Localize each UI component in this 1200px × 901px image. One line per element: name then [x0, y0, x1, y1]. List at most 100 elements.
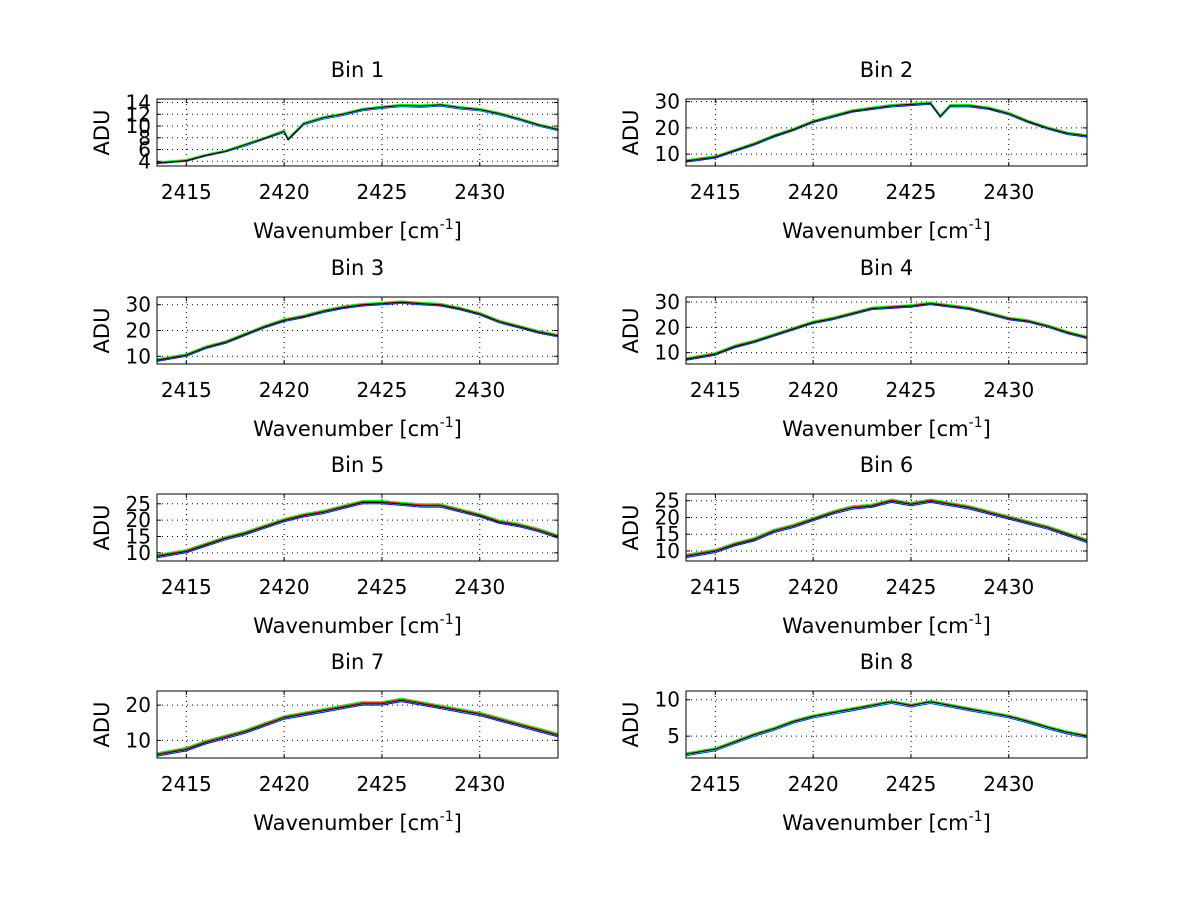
x-tick-label: 2415	[161, 378, 212, 402]
x-axis-label: Wavenumber [cm-1]	[253, 809, 462, 835]
series-line-4	[157, 697, 558, 754]
subplot-8: 2415 2420 2425 2430 5 10 Bin 8 Wavenumber [cm-1…	[619, 650, 1088, 835]
x-axis-label-close: ]	[454, 614, 462, 638]
x-tick-label: 2420	[788, 378, 839, 402]
y-tick-label: 5	[667, 724, 680, 748]
x-axis-label-close: ]	[454, 417, 462, 441]
series-group	[686, 498, 1087, 559]
y-axis-label: ADU	[619, 308, 643, 354]
series-line-3	[157, 698, 558, 755]
x-tick-label: 2420	[259, 772, 310, 796]
x-axis-label: Wavenumber [cm-1]	[782, 612, 991, 638]
x-tick-label: 2425	[356, 772, 407, 796]
y-tick-label: 4	[138, 149, 151, 173]
y-tick-label: 8	[138, 126, 151, 150]
subplot-title: Bin 7	[331, 650, 385, 674]
series-line-3	[157, 301, 558, 361]
series-line-2	[686, 702, 1087, 756]
subplot-title: Bin 8	[860, 650, 914, 674]
y-tick-label: 20	[126, 693, 151, 717]
x-tick-label: 2425	[356, 378, 407, 402]
x-tick-label: 2430	[454, 180, 505, 204]
series-line-5	[686, 701, 1087, 755]
axes-frame	[156, 493, 559, 562]
x-axis-label-superscript: -1	[440, 415, 454, 431]
y-tick-label: 20	[126, 319, 151, 343]
y-tick-label: 10	[655, 688, 680, 712]
y-tick-label: 15	[655, 522, 680, 546]
series-line-5	[686, 303, 1087, 360]
subplot-title: Bin 5	[331, 453, 385, 477]
x-tick-label: 2420	[259, 378, 310, 402]
x-tick-label: 2430	[983, 575, 1034, 599]
series-line-4	[686, 101, 1087, 161]
x-axis-label-text: Wavenumber [cm	[782, 811, 968, 835]
series-line-1	[686, 304, 1087, 361]
x-axis-label: Wavenumber [cm-1]	[782, 415, 991, 441]
subplot-7: 2415 2420 2425 2430 10 20 Bin 7 Wavenumber [cm-…	[90, 650, 559, 835]
series-line-3	[157, 103, 558, 163]
series-line-5	[686, 500, 1087, 557]
series-line-4	[157, 300, 558, 360]
subplot-title: Bin 1	[331, 58, 385, 82]
x-tick-label: 2425	[356, 575, 407, 599]
x-tick-label: 2425	[885, 180, 936, 204]
series-group	[686, 700, 1087, 757]
series-line-5	[686, 102, 1087, 162]
x-axis-label-close: ]	[983, 811, 991, 835]
y-tick-label: 15	[126, 524, 151, 548]
y-tick-label: 10	[126, 541, 151, 565]
series-line-2	[157, 302, 558, 362]
series-group	[157, 500, 558, 559]
x-tick-label: 2420	[259, 575, 310, 599]
series-line-5	[157, 502, 558, 557]
x-axis-label-close: ]	[983, 614, 991, 638]
x-axis-label: Wavenumber [cm-1]	[782, 809, 991, 835]
x-tick-label: 2430	[983, 180, 1034, 204]
x-axis-label-text: Wavenumber [cm	[782, 417, 968, 441]
series-line-4	[157, 500, 558, 555]
x-axis-label-close: ]	[454, 811, 462, 835]
series-line-2	[686, 500, 1087, 558]
subplot-title: Bin 2	[860, 58, 914, 82]
y-axis-label: ADU	[90, 505, 114, 551]
series-line-4	[686, 498, 1087, 555]
y-tick-label: 30	[655, 90, 680, 114]
series-line-1	[157, 105, 558, 165]
x-axis-label-superscript: -1	[440, 612, 454, 628]
x-axis-label-superscript: -1	[440, 217, 454, 233]
series-group	[686, 301, 1087, 361]
x-axis-label: Wavenumber [cm-1]	[253, 415, 462, 441]
y-tick-label: 14	[126, 91, 151, 115]
y-axis-label: ADU	[90, 308, 114, 354]
x-tick-label: 2420	[788, 180, 839, 204]
x-tick-label: 2420	[788, 772, 839, 796]
series-line-1	[157, 302, 558, 362]
x-tick-label: 2415	[690, 772, 741, 796]
x-tick-label: 2415	[161, 772, 212, 796]
y-tick-label: 10	[126, 114, 151, 138]
series-line-1	[686, 702, 1087, 757]
subplot-title: Bin 3	[331, 256, 385, 280]
y-tick-label: 20	[126, 508, 151, 532]
series-line-4	[686, 301, 1087, 359]
x-tick-label: 2430	[983, 772, 1034, 796]
axes-frame	[685, 690, 1088, 759]
y-axis-label: ADU	[90, 702, 114, 748]
series-group	[157, 103, 558, 165]
series-line-1	[686, 501, 1087, 559]
series-line-5	[157, 104, 558, 164]
y-tick-label: 10	[655, 539, 680, 563]
x-tick-label: 2430	[454, 378, 505, 402]
x-axis-label-superscript: -1	[969, 217, 983, 233]
series-group	[157, 300, 558, 362]
x-axis-label-text: Wavenumber [cm	[253, 219, 439, 243]
series-line-2	[686, 303, 1087, 360]
x-tick-label: 2415	[690, 180, 741, 204]
y-tick-label: 12	[126, 102, 151, 126]
